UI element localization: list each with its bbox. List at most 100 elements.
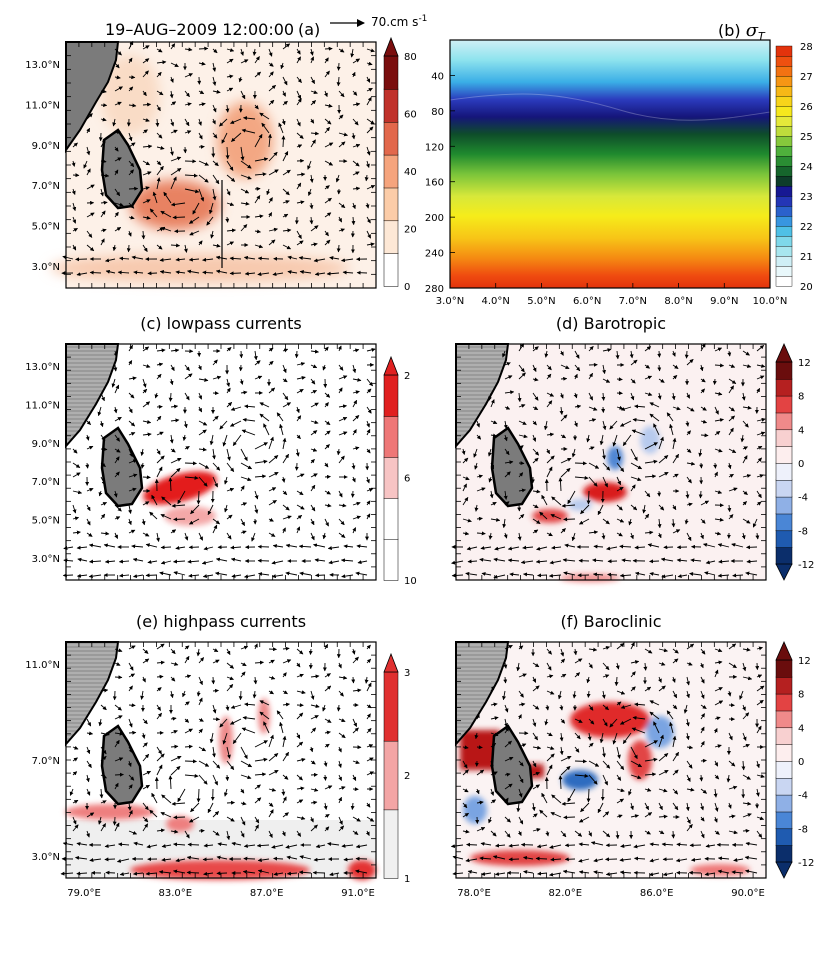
vector-arrow (197, 364, 202, 371)
vector-arrow (268, 500, 277, 506)
vector-arrow (268, 212, 273, 218)
vector-arrow (85, 434, 90, 441)
vector-arrow (183, 420, 188, 429)
panel-a-ytick-label: 7.0°N (32, 181, 60, 192)
vector-arrow (629, 350, 634, 359)
panel-f-blue-eddy (562, 770, 598, 790)
panel-f-colorbar-segment (775, 659, 793, 678)
vector-arrow (100, 238, 105, 246)
vector-arrow (338, 228, 345, 233)
vector-arrow (338, 503, 347, 508)
vector-arrow (142, 90, 147, 97)
vector-arrow (244, 271, 256, 276)
vector-arrow (112, 816, 117, 826)
vector-arrow (142, 419, 152, 424)
panel-f-colorbar-segment (775, 727, 793, 745)
panel-b-colorbar-segment (775, 55, 793, 67)
vector-arrow (232, 434, 242, 447)
vector-arrow (160, 545, 172, 550)
panel-a-colorbar-segment (383, 154, 399, 189)
vector-arrow (212, 48, 218, 54)
vector-arrow (343, 544, 354, 549)
panel-a-colorbar-label: 40 (404, 167, 417, 178)
vector-arrow (287, 255, 298, 260)
vector-arrow (142, 378, 147, 388)
vector-arrow (324, 70, 330, 78)
vector-arrow (338, 216, 342, 223)
vector-arrow (89, 559, 102, 564)
panel-b-colorbar-segment (775, 275, 793, 287)
vector-arrow (366, 118, 375, 125)
vector-arrow (310, 100, 316, 106)
panel-c-colorbar-segment (383, 538, 399, 581)
panel-b-ytick-label: 240 (425, 249, 444, 260)
vector-arrow (155, 118, 160, 127)
panel-b-colorbar-segment (775, 255, 793, 267)
vector-arrow (215, 269, 228, 274)
panel-f-xtick-label: 82.0°E (549, 888, 583, 899)
vector-arrow (226, 532, 232, 540)
vector-arrow (156, 165, 164, 176)
vector-arrow (352, 143, 361, 148)
vector-arrow (254, 229, 261, 234)
vector-arrow (156, 532, 160, 542)
panel-d-colorbar-label: -4 (798, 493, 808, 504)
vector-arrow (268, 239, 276, 246)
vector-arrow (114, 675, 123, 680)
vector-arrow (159, 571, 172, 576)
panel-c-ytick-label: 13.0°N (25, 362, 60, 373)
vector-arrow (296, 56, 301, 64)
vector-arrow (700, 433, 709, 438)
vector-arrow (173, 815, 186, 820)
vector-arrow (225, 774, 230, 782)
vector-arrow (756, 375, 765, 380)
vector-arrow (324, 197, 332, 204)
panel-a-eddy-speed-1 (130, 180, 220, 230)
vector-arrow (601, 392, 606, 401)
vector-arrow (198, 406, 203, 413)
vector-arrow (72, 530, 81, 535)
vector-arrow (128, 169, 134, 176)
vector-arrow (324, 444, 330, 450)
vector-arrow (310, 139, 316, 148)
vector-arrow (324, 212, 332, 218)
vector-arrow (100, 228, 107, 233)
vector-arrow (254, 157, 269, 162)
panel-e-colorbar-label: 1 (404, 874, 410, 885)
vector-arrow (335, 174, 340, 183)
vector-arrow (254, 490, 259, 500)
vector-arrow (242, 417, 256, 422)
vector-arrow (219, 118, 228, 127)
vector-arrow (251, 532, 256, 542)
vector-arrow (156, 348, 166, 353)
panel-d-colorbar-label: -12 (798, 560, 814, 571)
panel-f-xtick-label: 86.0°E (640, 888, 674, 899)
vector-arrow (188, 518, 200, 525)
vector-arrow (296, 132, 304, 139)
panel-f-blue-coast (463, 796, 487, 824)
vector-arrow (352, 377, 362, 382)
vector-arrow (222, 434, 228, 447)
vector-arrow (184, 475, 199, 480)
vector-arrow (310, 402, 319, 408)
vector-arrow (254, 195, 261, 204)
vector-arrow (113, 350, 118, 357)
vector-arrow (114, 416, 122, 422)
vector-arrow (226, 48, 235, 52)
vector-arrow (466, 842, 478, 847)
panel-e-colorbar-segment (383, 671, 399, 742)
panel-d-title: (d) Barotropic (555, 314, 667, 333)
vector-arrow (100, 531, 110, 536)
vector-arrow (364, 174, 369, 182)
vector-arrow (156, 373, 162, 380)
vector-arrow (105, 269, 116, 274)
panel-d-colorbar-segment (775, 395, 793, 414)
vector-arrow (225, 104, 230, 113)
vector-arrow (254, 71, 261, 78)
vector-arrow (170, 467, 181, 478)
vector-arrow (128, 420, 136, 427)
vector-arrow (169, 378, 174, 386)
panel-f-red-lobe (628, 740, 652, 780)
vector-arrow (156, 177, 161, 190)
vector-arrow (128, 132, 133, 142)
